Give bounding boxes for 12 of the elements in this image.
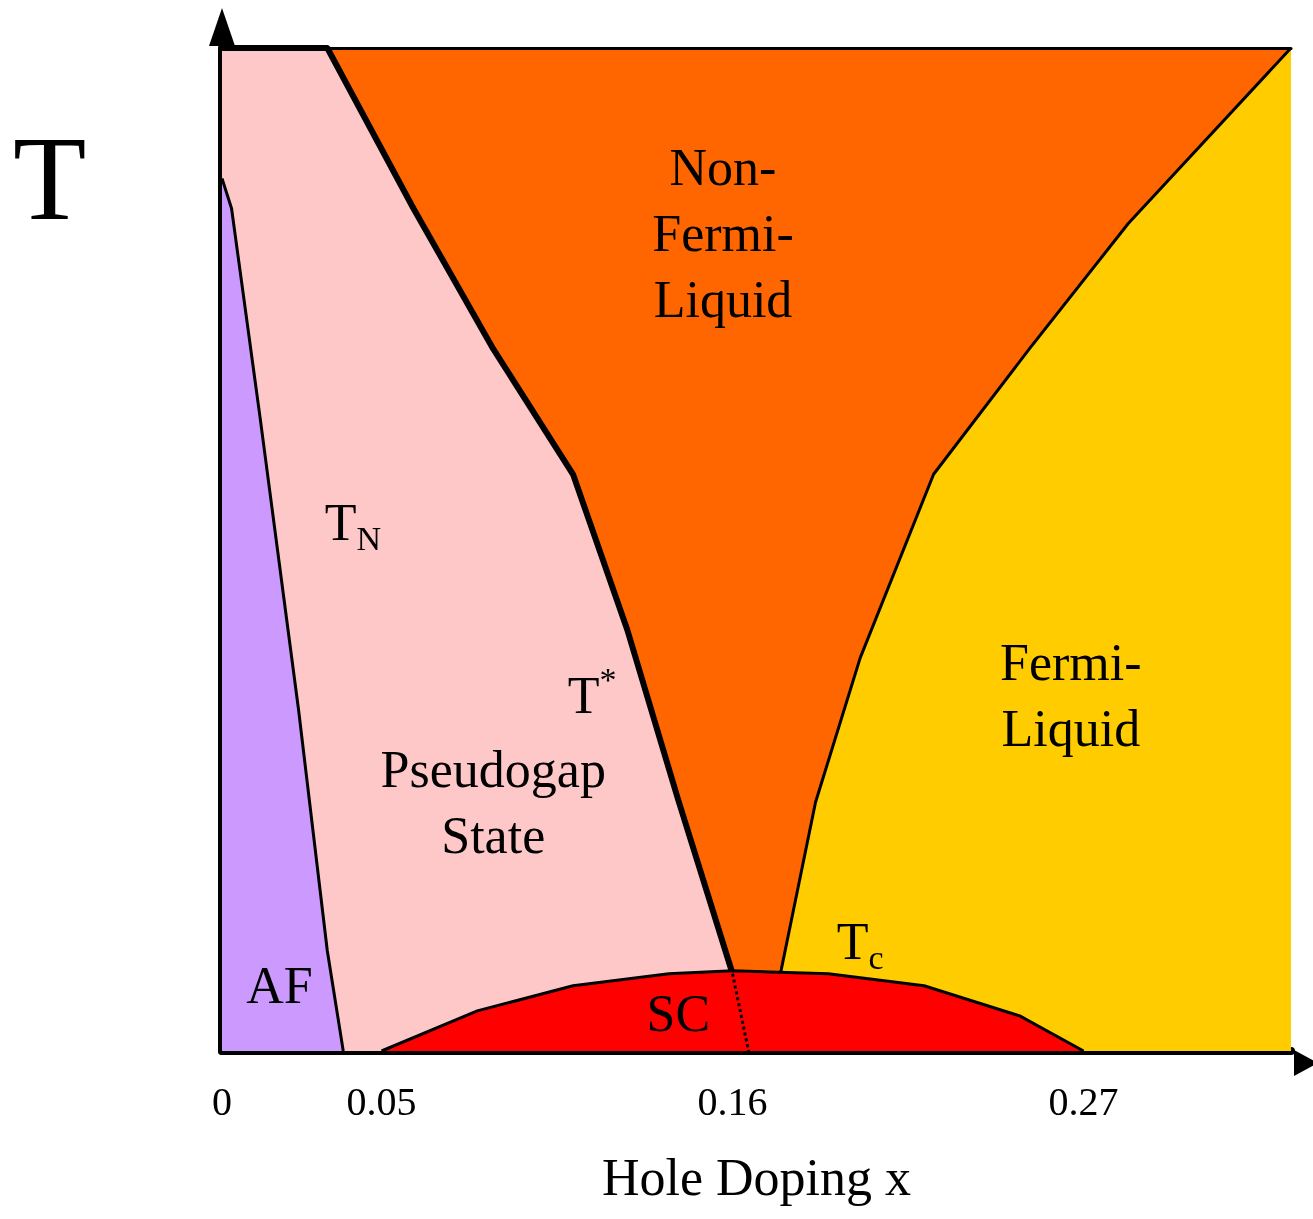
annotation: Fermi- Liquid: [1000, 634, 1142, 758]
y-axis-title: T: [13, 111, 87, 245]
x-tick-label: 0: [212, 1078, 232, 1124]
x-tick-label: 0.27: [1048, 1078, 1119, 1124]
annotation: T*: [567, 661, 617, 725]
x-tick-label: 0.05: [346, 1078, 417, 1124]
x-tick-label: 0.16: [697, 1078, 768, 1124]
annotation: Non- Fermi- Liquid: [652, 139, 794, 329]
annotation: SC: [646, 985, 711, 1043]
annotation: Pseudogap State: [380, 740, 606, 864]
x-axis-title: Hole Doping x: [601, 1148, 912, 1206]
annotation: AF: [246, 957, 313, 1015]
